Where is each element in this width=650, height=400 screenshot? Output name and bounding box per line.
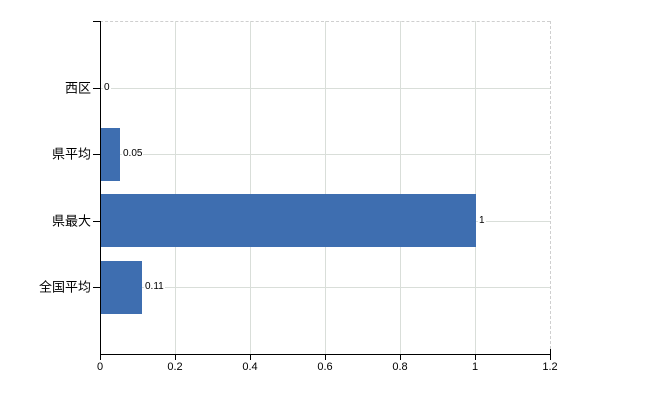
category-label: 全国平均 xyxy=(38,279,91,295)
category-label: 西区 xyxy=(64,80,91,96)
gridline-horizontal xyxy=(100,287,550,288)
x-tick-label: 1 xyxy=(471,361,479,373)
x-axis-line xyxy=(100,354,551,355)
y-tick-mark xyxy=(93,287,100,288)
bar-value-label: 0.11 xyxy=(144,281,165,293)
x-tick-mark xyxy=(175,355,176,360)
plot-border-right-dashed xyxy=(550,21,551,354)
bar xyxy=(101,194,476,247)
x-tick-mark xyxy=(400,355,401,360)
x-tick-label: 0.2 xyxy=(167,361,183,373)
y-tick-mark xyxy=(93,21,100,22)
bar-value-label: 0.05 xyxy=(122,148,144,160)
bar xyxy=(101,261,142,314)
gridline-vertical xyxy=(175,21,176,354)
x-tick-label: 0.6 xyxy=(317,361,333,373)
x-tick-mark xyxy=(325,355,326,360)
bar xyxy=(101,128,120,181)
y-tick-mark xyxy=(93,88,100,89)
gridline-vertical xyxy=(325,21,326,354)
x-tick-mark xyxy=(550,355,551,360)
x-tick-label: 0.8 xyxy=(392,361,408,373)
x-axis-end-tick xyxy=(550,349,551,354)
y-tick-mark xyxy=(93,221,100,222)
bar-value-label: 0 xyxy=(103,82,111,94)
bar-value-label: 1 xyxy=(478,215,486,227)
gridline-vertical xyxy=(250,21,251,354)
x-tick-mark xyxy=(475,355,476,360)
category-label: 県平均 xyxy=(51,146,91,162)
category-label: 県最大 xyxy=(51,213,91,229)
gridline-horizontal xyxy=(100,154,550,155)
y-axis-line xyxy=(100,21,101,354)
gridline-vertical xyxy=(400,21,401,354)
x-tick-label: 0 xyxy=(96,361,104,373)
y-tick-mark xyxy=(93,154,100,155)
x-tick-mark xyxy=(100,355,101,360)
x-tick-label: 1.2 xyxy=(542,361,558,373)
x-tick-mark xyxy=(250,355,251,360)
gridline-vertical xyxy=(475,21,476,354)
gridline-horizontal xyxy=(100,88,550,89)
x-tick-label: 0.4 xyxy=(242,361,258,373)
